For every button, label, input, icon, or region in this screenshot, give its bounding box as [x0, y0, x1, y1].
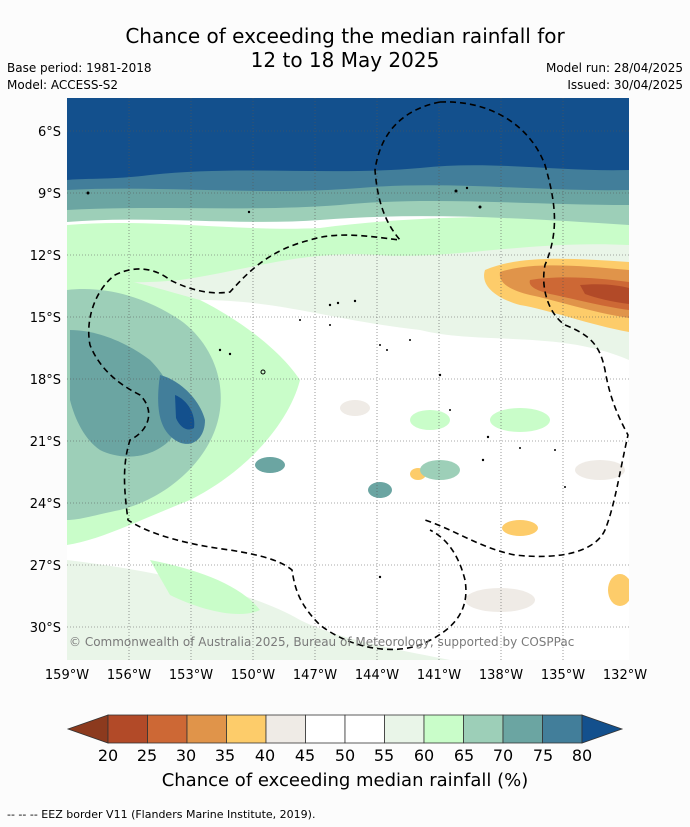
lon-label-144w: 144°W	[355, 668, 399, 683]
colorbar-cell	[265, 714, 306, 744]
patch-teal-4	[490, 408, 550, 432]
patch-teal-3	[420, 460, 460, 480]
colorbar-cell	[542, 714, 583, 744]
map-title-line2: 12 to 18 May 2025	[250, 48, 440, 72]
lat-label-24s: 24°S	[30, 497, 61, 512]
colorbar-cell	[423, 714, 464, 744]
colorbar-cell	[107, 714, 148, 744]
cb-tick-75: 75	[533, 746, 553, 765]
patch-below-median-3	[608, 574, 629, 606]
lon-axis: 159°W 156°W 153°W 150°W 147°W 144°W 141°…	[45, 668, 647, 683]
zone-east-25	[580, 284, 629, 304]
lon-label-147w: 147°W	[293, 668, 337, 683]
colorbar-cell	[186, 714, 227, 744]
cb-tick-45: 45	[295, 746, 315, 765]
issued-text: Issued: 30/04/2025	[567, 78, 683, 92]
cb-tick-20: 20	[98, 746, 118, 765]
lat-label-21s: 21°S	[30, 435, 61, 450]
zone-60-65	[67, 216, 629, 285]
lat-label-9s: 9°S	[38, 187, 61, 202]
cb-tick-70: 70	[493, 746, 513, 765]
lon-label-156w: 156°W	[107, 668, 151, 683]
lat-label-12s: 12°S	[30, 249, 61, 264]
lat-label-6s: 6°S	[38, 125, 61, 140]
zone-west-darkteal	[70, 330, 178, 457]
lon-label-150w: 150°W	[231, 668, 275, 683]
lon-label-159w: 159°W	[45, 668, 89, 683]
lon-label-135w: 135°W	[541, 668, 585, 683]
lon-label-153w: 153°W	[169, 668, 213, 683]
lon-label-141w: 141°W	[417, 668, 461, 683]
colorbar-label: Chance of exceeding median rainfall (%)	[161, 770, 529, 791]
colorbar-cell	[384, 714, 425, 744]
rainfall-map: © Commonwealth of Australia 2025, Bureau…	[30, 98, 647, 683]
zone-south-green2	[150, 560, 260, 615]
cb-tick-35: 35	[215, 746, 235, 765]
lat-label-18s: 18°S	[30, 373, 61, 388]
cb-tick-55: 55	[374, 746, 394, 765]
model-run-text: Model run: 28/04/2025	[545, 61, 683, 75]
eez-footnote: -- -- -- EEZ border V11 (Flanders Marine…	[7, 808, 316, 821]
patch-neutral-1	[340, 400, 370, 416]
patch-neutral-2	[575, 460, 625, 480]
lat-label-15s: 15°S	[30, 311, 61, 326]
colorbar-cell	[344, 714, 385, 744]
colorbar-ticks: 20 25 30 35 40 45 50 55 60 65 70 75 80	[98, 746, 592, 765]
base-period-text: Base period: 1981-2018	[7, 61, 152, 75]
zone-north-darkblue	[67, 98, 629, 180]
colorbar-cell	[226, 714, 267, 744]
cb-tick-80: 80	[572, 746, 592, 765]
patch-teal-1	[255, 457, 285, 473]
patch-neutral-3	[465, 588, 535, 612]
map-field	[67, 98, 629, 660]
eez-borders	[87, 101, 629, 651]
patch-below-median-1	[502, 520, 538, 536]
cb-tick-30: 30	[176, 746, 196, 765]
lat-label-27s: 27°S	[30, 559, 61, 574]
lon-label-132w: 132°W	[603, 668, 647, 683]
colorbar-cells	[66, 714, 624, 744]
lat-label-30s: 30°S	[30, 621, 61, 636]
model-text: Model: ACCESS-S2	[7, 78, 119, 92]
lon-label-138w: 138°W	[479, 668, 523, 683]
cb-tick-60: 60	[414, 746, 434, 765]
colorbar-cell	[502, 714, 543, 744]
colorbar-cell	[305, 714, 346, 744]
cb-tick-50: 50	[335, 746, 355, 765]
patch-teal-5	[410, 410, 450, 430]
colorbar: 20 25 30 35 40 45 50 55 60 65 70 75 80	[66, 714, 624, 765]
colorbar-extend-high	[581, 714, 624, 744]
colorbar-cell	[147, 714, 188, 744]
cb-tick-65: 65	[454, 746, 474, 765]
colorbar-extend-low	[66, 714, 109, 744]
cb-tick-25: 25	[137, 746, 157, 765]
lat-axis: 6°S 9°S 12°S 15°S 18°S 21°S 24°S 27°S 30…	[30, 125, 61, 636]
meta-right: Model run: 28/04/2025 Issued: 30/04/2025	[546, 60, 683, 94]
map-title-line1: Chance of exceeding the median rainfall …	[125, 24, 565, 48]
colorbar-cell	[463, 714, 504, 744]
meta-left: Base period: 1981-2018 Model: ACCESS-S2	[7, 60, 152, 94]
copyright-text: © Commonwealth of Australia 2025, Bureau…	[69, 635, 574, 649]
zone-west-darkblue	[175, 395, 195, 430]
gridlines	[67, 98, 629, 660]
islands	[86, 186, 566, 579]
patch-teal-2	[368, 482, 392, 498]
cb-tick-40: 40	[255, 746, 275, 765]
